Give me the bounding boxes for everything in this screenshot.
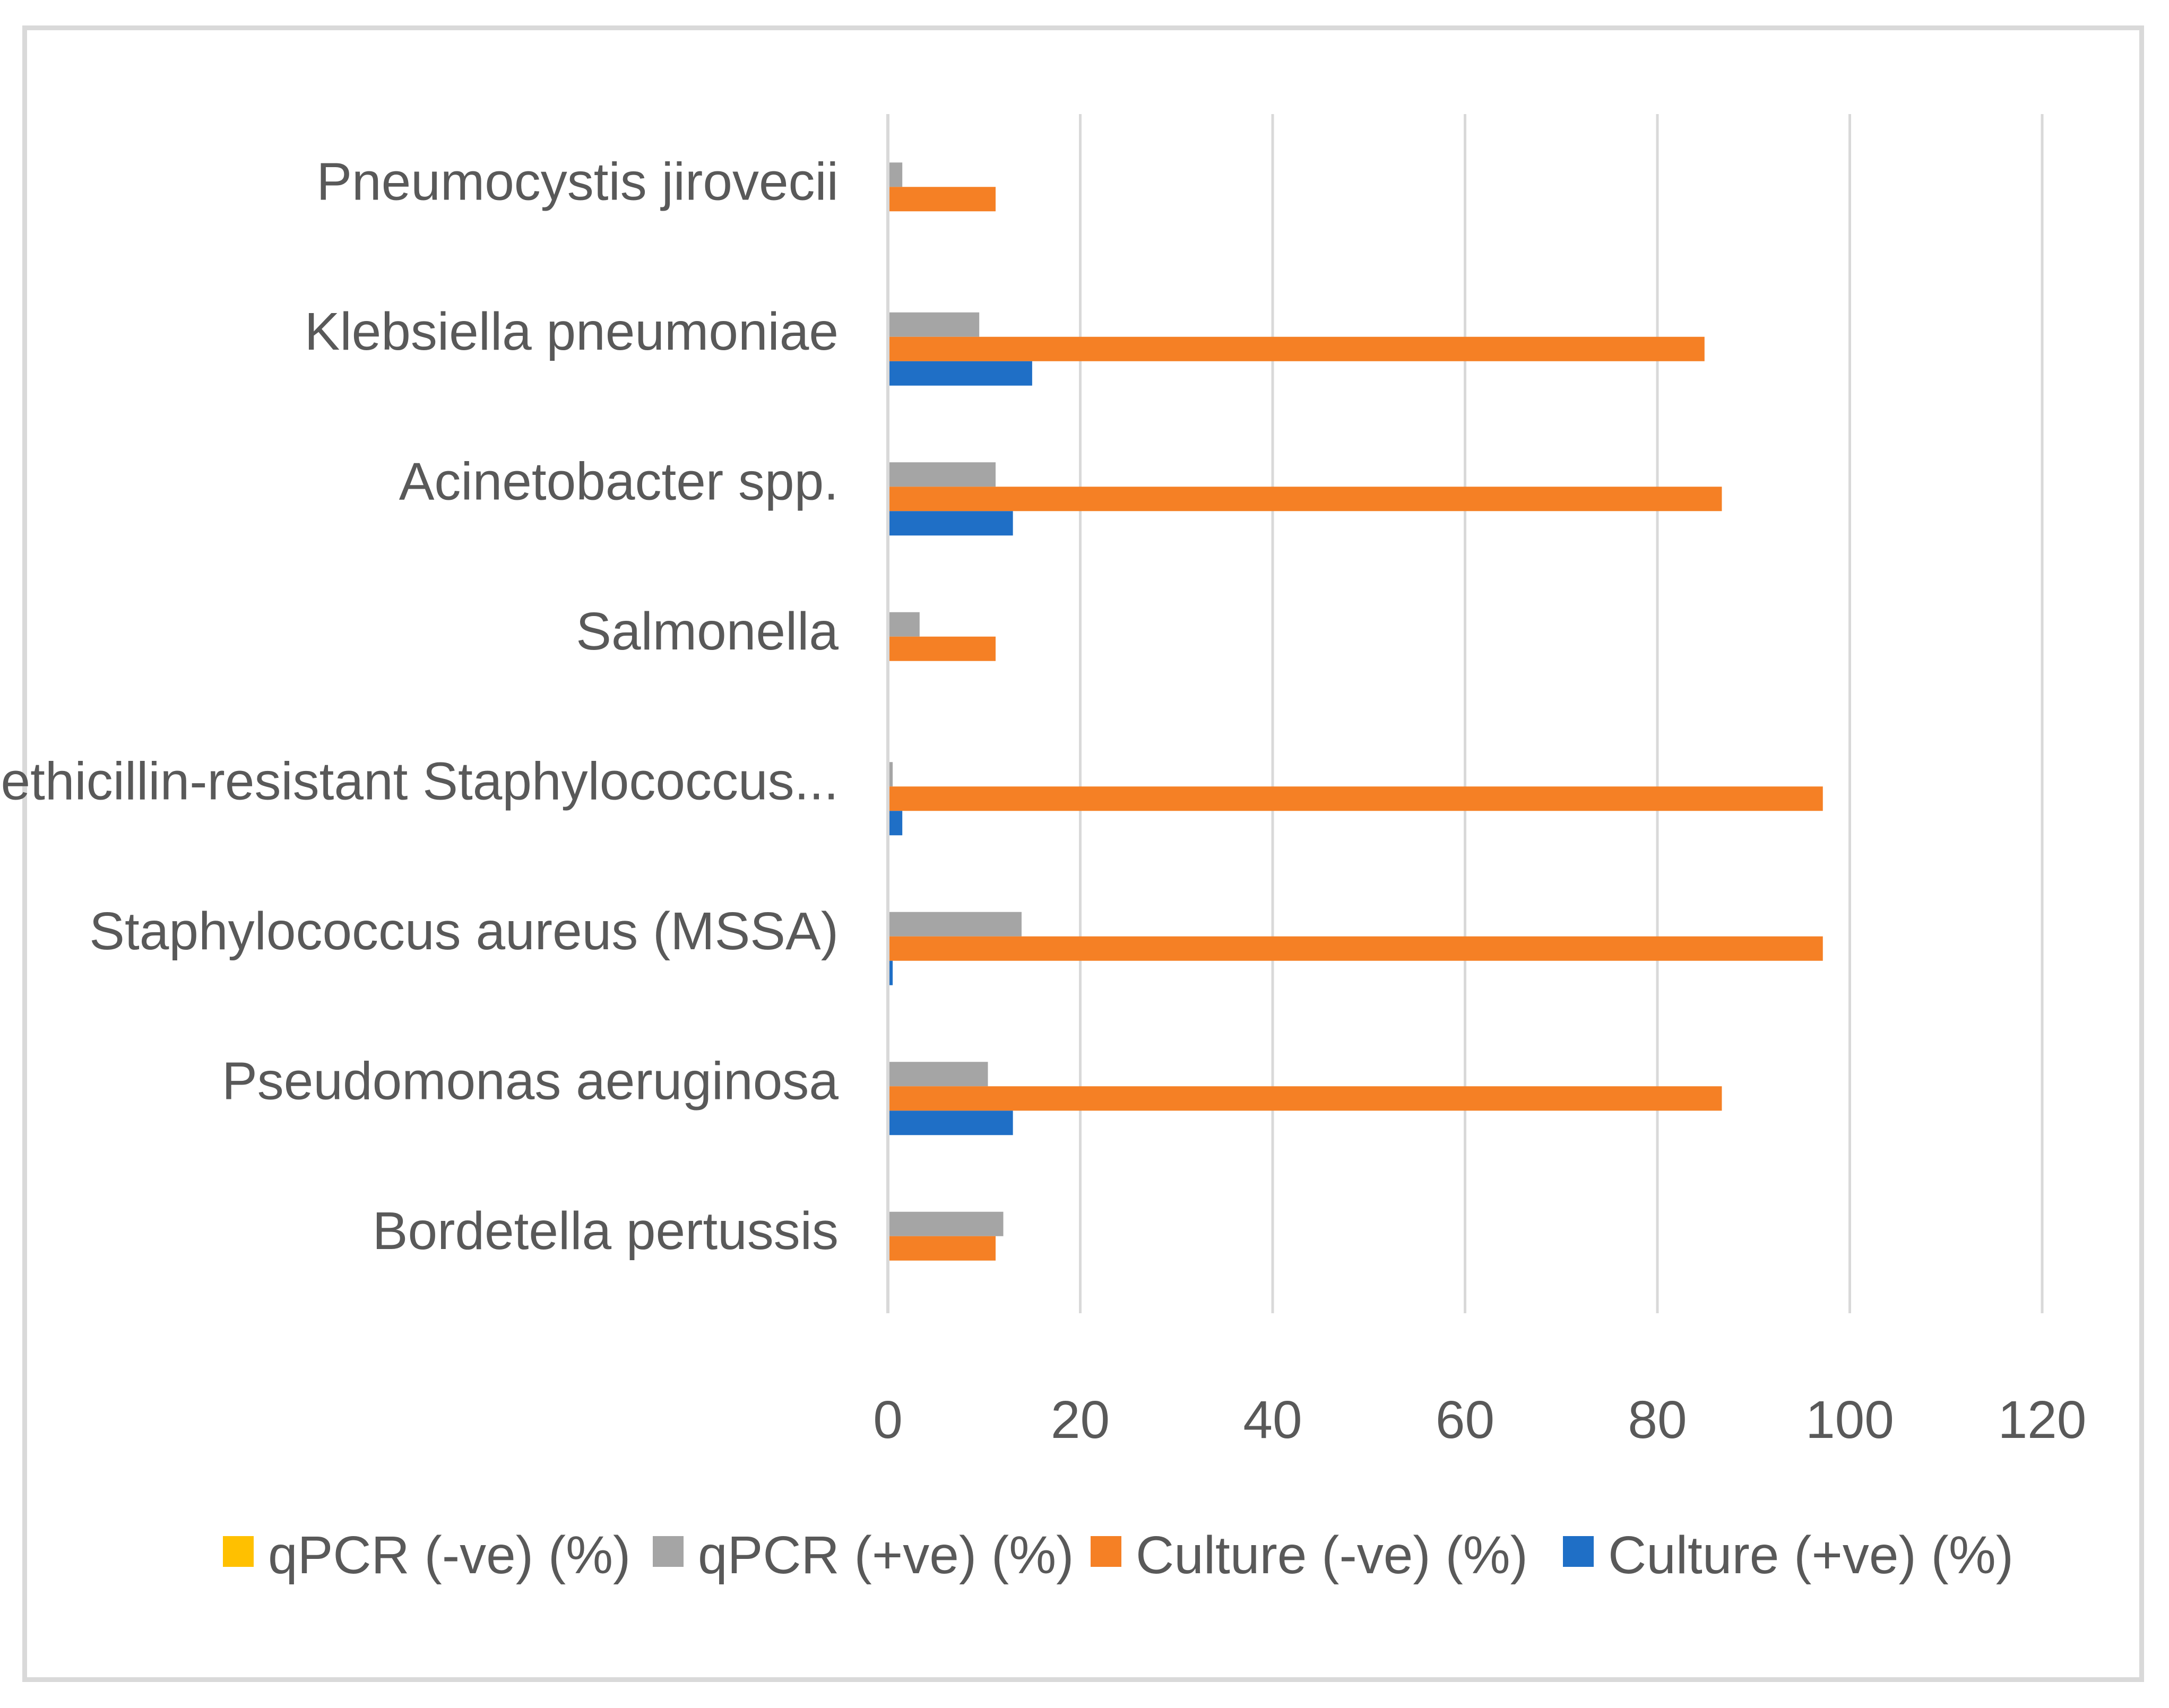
legend-label-2: Culture (-ve) (%) <box>1136 1525 1528 1585</box>
category-label-0: Bordetella pertussis <box>373 1201 839 1261</box>
x-tick-label-20: 20 <box>1051 1390 1110 1450</box>
x-tick-label-0: 0 <box>873 1390 903 1450</box>
bar-culture-ve--6 <box>888 361 1032 386</box>
category-label-4: Salmonella <box>576 602 839 661</box>
bar-culture-ve--1 <box>888 1111 1013 1135</box>
bar-qpcr-ve--0 <box>888 1211 1004 1236</box>
bar-culture-ve--6 <box>888 336 1705 361</box>
bar-culture-ve--7 <box>888 187 996 212</box>
bar-culture-ve--4 <box>888 636 996 661</box>
bar-culture-ve--3 <box>888 811 903 836</box>
legend-label-0: qPCR (-ve) (%) <box>268 1525 630 1585</box>
bar-qpcr-ve--5 <box>888 462 996 487</box>
chart-frame <box>22 25 2144 1682</box>
bar-qpcr-ve--3 <box>888 762 893 787</box>
bars <box>888 162 1823 1261</box>
x-tick-label-120: 120 <box>1998 1390 2087 1450</box>
category-label-3: Methicillin-resistant Staphylococcus... <box>0 751 839 811</box>
legend-swatch-2 <box>1091 1536 1121 1567</box>
bar-qpcr-ve--7 <box>888 162 903 187</box>
category-label-6: Klebsiella pneumoniae <box>305 302 839 361</box>
legend: qPCR (-ve) (%) qPCR (+ve) (%) Culture (-ve… <box>223 1525 2014 1585</box>
x-tick-label-40: 40 <box>1243 1390 1302 1450</box>
bar-culture-ve--1 <box>888 1086 1722 1111</box>
bar-culture-ve--2 <box>888 936 1823 961</box>
bar-culture-ve--3 <box>888 786 1823 811</box>
legend-swatch-1 <box>653 1536 684 1567</box>
gridlines <box>1079 114 2044 1313</box>
x-tick-label-100: 100 <box>1805 1390 1894 1450</box>
labels: 0 20 40 60 80 100 120 Bordetella pertussis Pseud… <box>0 152 2086 1450</box>
category-label-5: Acinetobacter spp. <box>399 452 839 511</box>
bar-culture-ve--0 <box>888 1236 996 1261</box>
legend-swatch-0 <box>223 1536 254 1567</box>
bar-culture-ve--5 <box>888 487 1722 511</box>
x-tick-label-60: 60 <box>1436 1390 1494 1450</box>
bar-qpcr-ve--6 <box>888 312 980 337</box>
bar-qpcr-ve--1 <box>888 1062 988 1087</box>
legend-label-3: Culture (+ve) (%) <box>1608 1525 2014 1585</box>
bar-qpcr-ve--4 <box>888 612 920 637</box>
bar-culture-ve--2 <box>888 960 893 985</box>
bar-culture-ve--5 <box>888 511 1013 536</box>
legend-label-1: qPCR (+ve) (%) <box>698 1525 1074 1585</box>
x-tick-label-80: 80 <box>1628 1390 1687 1450</box>
category-label-2: Staphylococcus aureus (MSSA) <box>89 901 839 961</box>
category-label-1: Pseudomonas aeruginosa <box>222 1051 839 1111</box>
legend-swatch-3 <box>1563 1536 1594 1567</box>
category-label-7: Pneumocystis jirovecii <box>316 152 839 211</box>
bar-qpcr-ve--2 <box>888 912 1022 937</box>
